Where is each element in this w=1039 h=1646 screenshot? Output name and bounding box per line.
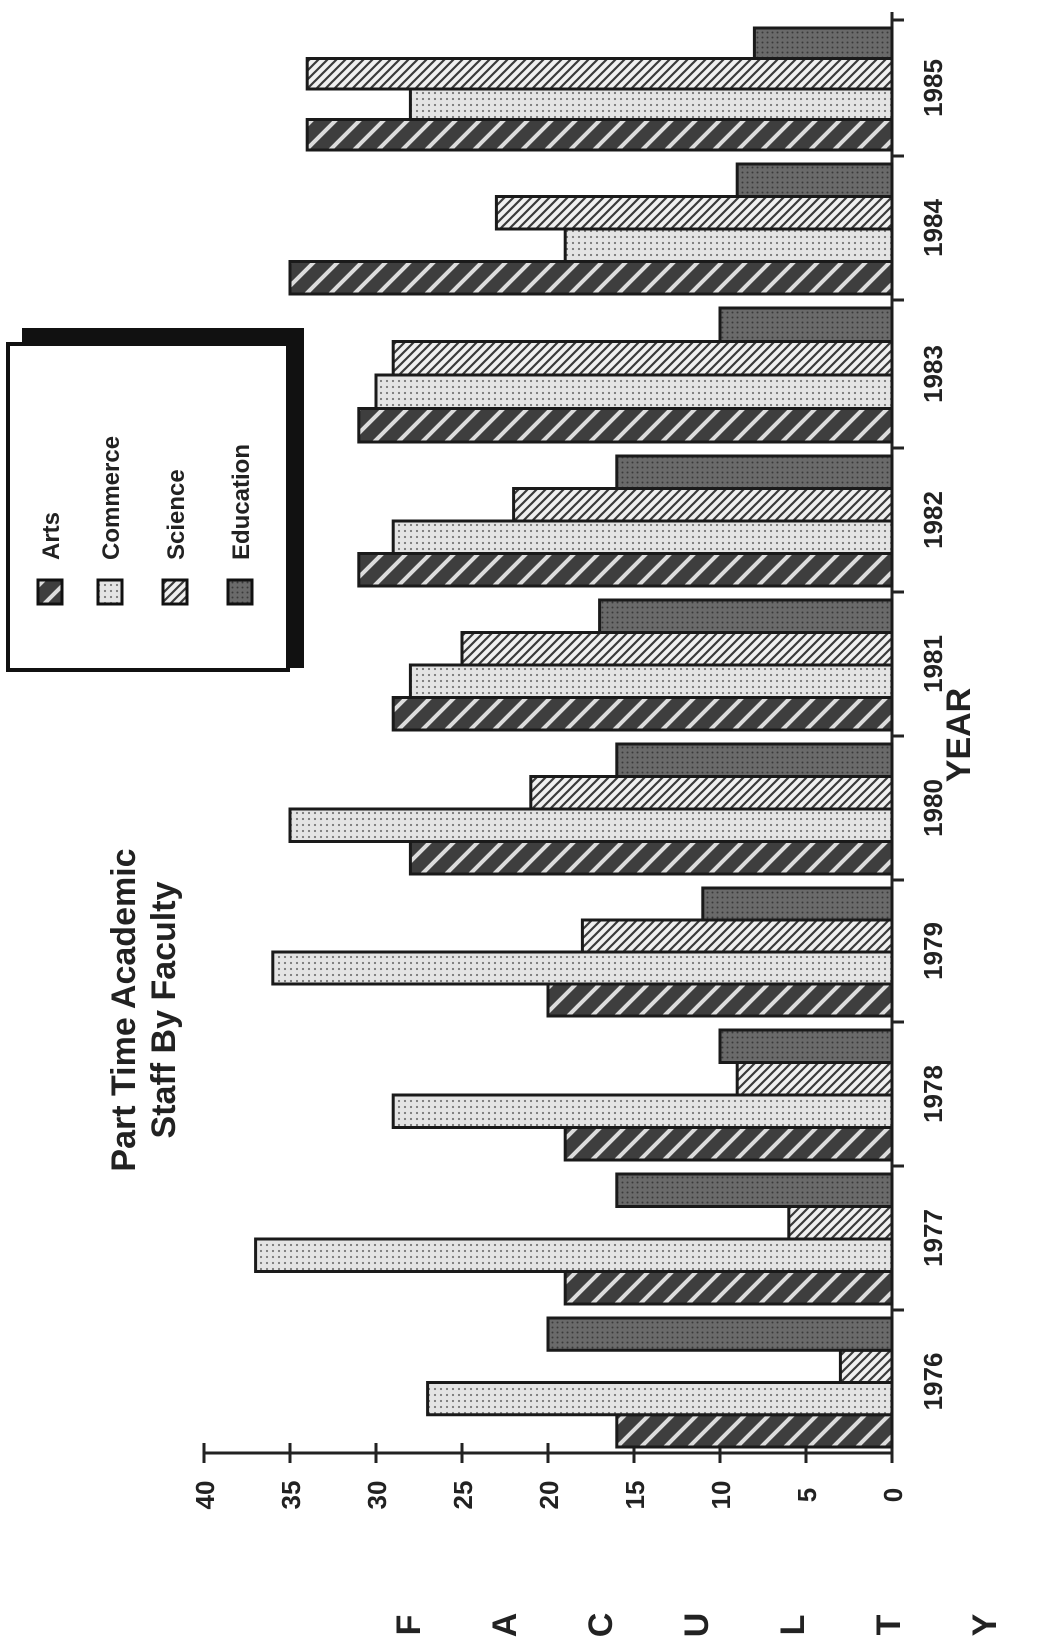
- legend-swatch-education: [226, 578, 254, 606]
- bar-education-1981: [598, 598, 894, 634]
- bar-science-1977: [787, 1205, 894, 1241]
- category-tick-label: 1980: [918, 779, 948, 837]
- bar-arts-1981: [391, 696, 894, 732]
- value-tick-label: 30: [362, 1481, 392, 1510]
- bar-arts-1983: [357, 407, 894, 444]
- y-axis-label-letter: T: [870, 1614, 908, 1635]
- bar-science-1985: [305, 57, 894, 91]
- legend-label-commerce: Commerce: [98, 436, 125, 560]
- value-tick-label: 0: [878, 1488, 908, 1502]
- chart-title-line-2: Staff By Faculty: [145, 881, 183, 1138]
- y-axis-label-letter: L: [774, 1615, 812, 1636]
- bar-commerce-1979: [271, 950, 894, 986]
- bar-education-1976: [546, 1316, 894, 1352]
- bar-education-1979: [701, 886, 894, 922]
- bar-arts-1984: [288, 260, 894, 296]
- value-tick-label: 20: [534, 1481, 564, 1510]
- bar-education-1978: [718, 1028, 894, 1064]
- value-tick-label: 25: [448, 1481, 478, 1510]
- bar-arts-1985: [305, 118, 894, 152]
- bar-science-1980: [529, 775, 894, 811]
- bar-arts-1980: [408, 840, 894, 876]
- bar-science-1979: [580, 918, 894, 954]
- value-tick-label: 35: [276, 1481, 306, 1510]
- bar-science-1981: [460, 631, 894, 667]
- legend: Arts Commerce Science Education: [6, 328, 304, 672]
- category-tick-label: 1977: [918, 1209, 948, 1267]
- legend-label-science: Science: [163, 469, 190, 560]
- chart-title-line-1: Part Time Academic: [105, 848, 143, 1171]
- bar-commerce-1978: [391, 1093, 894, 1129]
- category-tick-label: 1978: [918, 1065, 948, 1123]
- bar-science-1984: [494, 195, 894, 231]
- legend-label-education: Education: [228, 444, 255, 560]
- bar-commerce-1982: [391, 519, 894, 555]
- category-tick-label: 1976: [918, 1353, 948, 1411]
- bar-education-1983: [718, 306, 894, 343]
- category-tick-label: 1984: [918, 199, 948, 257]
- bars: [254, 26, 894, 1449]
- bar-education-1980: [615, 742, 894, 778]
- bar-arts-1977: [563, 1270, 894, 1306]
- category-tick-label: 1983: [918, 345, 948, 403]
- bar-science-1983: [391, 340, 894, 377]
- legend-swatch-commerce: [96, 578, 124, 606]
- bar-education-1977: [615, 1172, 894, 1208]
- bar-science-1982: [512, 487, 894, 523]
- bar-commerce-1984: [563, 227, 894, 263]
- bar-arts-1976: [615, 1413, 894, 1449]
- bar-commerce-1983: [374, 373, 894, 410]
- y-axis-label-letter: U: [678, 1613, 716, 1638]
- bar-commerce-1980: [288, 807, 894, 843]
- bar-education-1985: [752, 26, 894, 60]
- bar-arts-1979: [546, 982, 894, 1018]
- bar-education-1982: [615, 454, 894, 490]
- y-axis-label-letter: F: [390, 1615, 428, 1636]
- bar-arts-1982: [357, 552, 894, 588]
- legend-label-arts: Arts: [38, 512, 65, 560]
- category-tick-label: 1985: [918, 59, 948, 117]
- category-tick-label: 1981: [918, 635, 948, 693]
- bar-commerce-1985: [408, 87, 894, 121]
- bar-commerce-1977: [254, 1237, 894, 1273]
- category-tick-label: 1982: [918, 491, 948, 549]
- value-tick-label: 10: [706, 1481, 736, 1510]
- value-tick-label: 15: [620, 1481, 650, 1510]
- y-axis-label-letter: Y: [966, 1613, 1004, 1636]
- y-axis-label-letter: A: [486, 1613, 524, 1638]
- legend-swatch-arts: [36, 578, 64, 606]
- axis-labels: 0 5 10 15 20 25 30 35 40 1976 1977 1978 1979 1980 1981…: [190, 59, 948, 1509]
- category-tick-label: 1979: [918, 922, 948, 980]
- bar-commerce-1981: [408, 663, 894, 699]
- bar-science-1976: [838, 1348, 894, 1384]
- value-tick-label: 40: [190, 1481, 220, 1510]
- y-axis-label-letter: C: [582, 1613, 620, 1638]
- bar-commerce-1976: [426, 1381, 894, 1417]
- value-tick-label: 5: [792, 1488, 822, 1502]
- bar-education-1984: [735, 162, 894, 198]
- legend-swatch-science: [161, 578, 189, 606]
- x-axis-label: YEAR: [940, 688, 978, 782]
- bar-science-1978: [735, 1061, 894, 1097]
- bar-arts-1978: [563, 1126, 894, 1162]
